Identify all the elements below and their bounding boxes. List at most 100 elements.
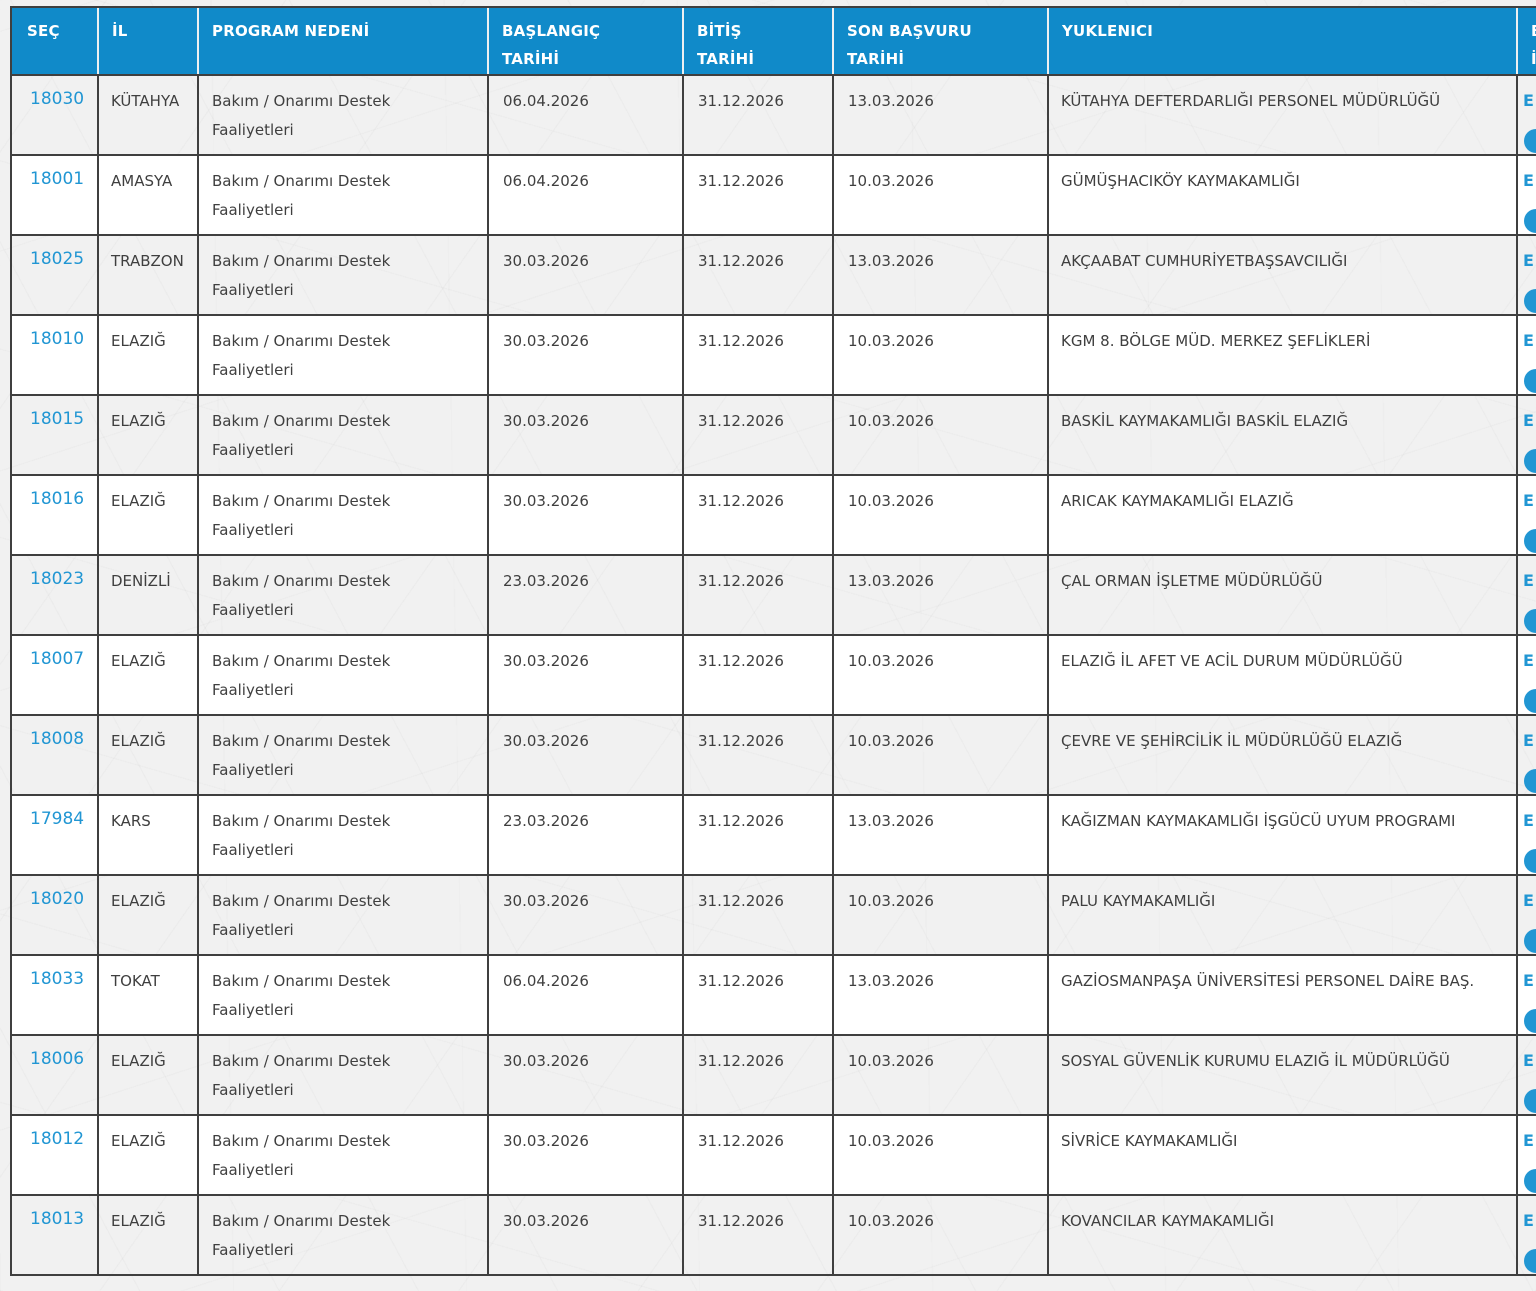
yuklenici-cell: GÜMÜŞHACIKÖY KAYMAKAMLIĞI (1047, 154, 1518, 236)
program-nedeni-cell: Bakım / Onarımı Destek Faaliyetleri (197, 1114, 489, 1196)
yuklenici-cell: ARICAK KAYMAKAMLIĞI ELAZIĞ (1047, 474, 1518, 556)
basvuru-islem-cell: E (1516, 554, 1536, 636)
program-nedeni-cell: Bakım / Onarımı Destek Faaliyetleri (197, 474, 489, 556)
yuklenici-cell: BASKİL KAYMAKAMLIĞI BASKİL ELAZIĞ (1047, 394, 1518, 476)
sec-cell: 18008 (10, 714, 99, 796)
basvuru-action-button[interactable] (1524, 1169, 1536, 1193)
basvuru-action-button[interactable] (1524, 1009, 1536, 1033)
basvuru-action-button[interactable] (1524, 1249, 1536, 1273)
bitis-tarihi-cell: 31.12.2026 (682, 794, 834, 876)
basvuru-action-link[interactable]: E (1523, 171, 1534, 190)
basvuru-action-button[interactable] (1524, 849, 1536, 873)
basvuru-action-link[interactable]: E (1523, 411, 1534, 430)
program-id-link[interactable]: 18025 (30, 249, 85, 269)
yuklenici-cell: ÇEVRE VE ŞEHİRCİLİK İL MÜDÜRLÜĞÜ ELAZIĞ (1047, 714, 1518, 796)
basvuru-action-button[interactable] (1524, 209, 1536, 233)
il-cell: ELAZIĞ (97, 874, 199, 956)
bitis-tarihi-cell: 31.12.2026 (682, 474, 834, 556)
program-nedeni-cell: Bakım / Onarımı Destek Faaliyetleri (197, 154, 489, 236)
son-basvuru-tarihi-cell: 10.03.2026 (832, 1194, 1049, 1276)
basvuru-action-button[interactable] (1524, 289, 1536, 313)
program-id-link[interactable]: 18008 (30, 729, 85, 749)
basvuru-action-button[interactable] (1524, 529, 1536, 553)
basvuru-action-link[interactable]: E (1523, 811, 1534, 830)
program-nedeni-cell: Bakım / Onarımı Destek Faaliyetleri (197, 794, 489, 876)
basvuru-action-link[interactable]: E (1523, 731, 1534, 750)
son-basvuru-tarihi-cell: 10.03.2026 (832, 154, 1049, 236)
sec-cell: 18020 (10, 874, 99, 956)
basvuru-action-button[interactable] (1524, 369, 1536, 393)
table-row: 18008 ELAZIĞ Bakım / Onarımı Destek Faal… (10, 714, 1536, 796)
basvuru-action-link[interactable]: E (1523, 91, 1534, 110)
basvuru-islem-cell: E (1516, 714, 1536, 796)
baslangic-tarihi-cell: 30.03.2026 (487, 394, 684, 476)
program-id-link[interactable]: 18023 (30, 569, 85, 589)
table-row: 18030 KÜTAHYA Bakım / Onarımı Destek Faa… (10, 74, 1536, 156)
bitis-tarihi-cell: 31.12.2026 (682, 954, 834, 1036)
basvuru-action-link[interactable]: E (1523, 1131, 1534, 1150)
son-basvuru-tarihi-cell: 10.03.2026 (832, 1034, 1049, 1116)
program-id-link[interactable]: 18016 (30, 489, 85, 509)
program-id-link[interactable]: 18006 (30, 1049, 85, 1069)
baslangic-tarihi-cell: 23.03.2026 (487, 794, 684, 876)
table-row: 18016 ELAZIĞ Bakım / Onarımı Destek Faal… (10, 474, 1536, 556)
basvuru-islem-cell: E (1516, 154, 1536, 236)
table-row: 18015 ELAZIĞ Bakım / Onarımı Destek Faal… (10, 394, 1536, 476)
baslangic-tarihi-cell: 30.03.2026 (487, 1194, 684, 1276)
basvuru-action-button[interactable] (1524, 1089, 1536, 1113)
basvuru-action-button[interactable] (1524, 449, 1536, 473)
col-header-baslangic-tarihi: BAŞLANGIÇ TARİHİ (487, 6, 683, 76)
basvuru-action-button[interactable] (1524, 609, 1536, 633)
program-id-link[interactable]: 18013 (30, 1209, 85, 1229)
yuklenici-cell: GAZİOSMANPAŞA ÜNİVERSİTESİ PERSONEL DAİR… (1047, 954, 1518, 1036)
sec-cell: 18010 (10, 314, 99, 396)
col-header-program-nedeni: PROGRAM NEDENİ (197, 6, 488, 76)
program-nedeni-cell: Bakım / Onarımı Destek Faaliyetleri (197, 1194, 489, 1276)
basvuru-islem-cell: E (1516, 1194, 1536, 1276)
il-cell: TOKAT (97, 954, 199, 1036)
sec-cell: 18013 (10, 1194, 99, 1276)
basvuru-action-link[interactable]: E (1523, 331, 1534, 350)
basvuru-action-button[interactable] (1524, 769, 1536, 793)
program-id-link[interactable]: 18015 (30, 409, 85, 429)
program-id-link[interactable]: 18033 (30, 969, 85, 989)
program-nedeni-cell: Bakım / Onarımı Destek Faaliyetleri (197, 74, 489, 156)
son-basvuru-tarihi-cell: 10.03.2026 (832, 474, 1049, 556)
col-header-il: İL (97, 6, 198, 76)
program-id-link[interactable]: 18012 (30, 1129, 85, 1149)
yuklenici-cell: KAĞIZMAN KAYMAKAMLIĞI İŞGÜCÜ UYUM PROGRA… (1047, 794, 1518, 876)
program-id-link[interactable]: 18020 (30, 889, 85, 909)
basvuru-action-link[interactable]: E (1523, 1051, 1534, 1070)
son-basvuru-tarihi-cell: 13.03.2026 (832, 554, 1049, 636)
yuklenici-cell: SİVRİCE KAYMAKAMLIĞI (1047, 1114, 1518, 1196)
basvuru-action-link[interactable]: E (1523, 571, 1534, 590)
table-row: 18013 ELAZIĞ Bakım / Onarımı Destek Faal… (10, 1194, 1536, 1276)
bitis-tarihi-cell: 31.12.2026 (682, 1114, 834, 1196)
bitis-tarihi-cell: 31.12.2026 (682, 1034, 834, 1116)
basvuru-action-link[interactable]: E (1523, 251, 1534, 270)
baslangic-tarihi-cell: 30.03.2026 (487, 634, 684, 716)
program-id-link[interactable]: 18010 (30, 329, 85, 349)
program-id-link[interactable]: 18001 (30, 169, 85, 189)
basvuru-action-button[interactable] (1524, 929, 1536, 953)
basvuru-action-link[interactable]: E (1523, 971, 1534, 990)
program-id-link[interactable]: 17984 (30, 809, 85, 829)
basvuru-action-link[interactable]: E (1523, 891, 1534, 910)
son-basvuru-tarihi-cell: 13.03.2026 (832, 954, 1049, 1036)
program-id-link[interactable]: 18007 (30, 649, 85, 669)
table-row: 18023 DENİZLİ Bakım / Onarımı Destek Faa… (10, 554, 1536, 636)
basvuru-action-link[interactable]: E (1523, 491, 1534, 510)
table-row: 18010 ELAZIĞ Bakım / Onarımı Destek Faal… (10, 314, 1536, 396)
basvuru-action-button[interactable] (1524, 689, 1536, 713)
il-cell: DENİZLİ (97, 554, 199, 636)
program-id-link[interactable]: 18030 (30, 89, 85, 109)
il-cell: ELAZIĞ (97, 474, 199, 556)
bitis-tarihi-cell: 31.12.2026 (682, 1194, 834, 1276)
program-nedeni-cell: Bakım / Onarımı Destek Faaliyetleri (197, 1034, 489, 1116)
basvuru-action-link[interactable]: E (1523, 651, 1534, 670)
bitis-tarihi-cell: 31.12.2026 (682, 874, 834, 956)
basvuru-action-link[interactable]: E (1523, 1211, 1534, 1230)
program-list-table-wrap: SEÇ İL PROGRAM NEDENİ BAŞLANGIÇ TARİHİ B… (10, 6, 1536, 1276)
basvuru-action-button[interactable] (1524, 129, 1536, 153)
col-header-yuklenici: YUKLENICI (1047, 6, 1517, 76)
